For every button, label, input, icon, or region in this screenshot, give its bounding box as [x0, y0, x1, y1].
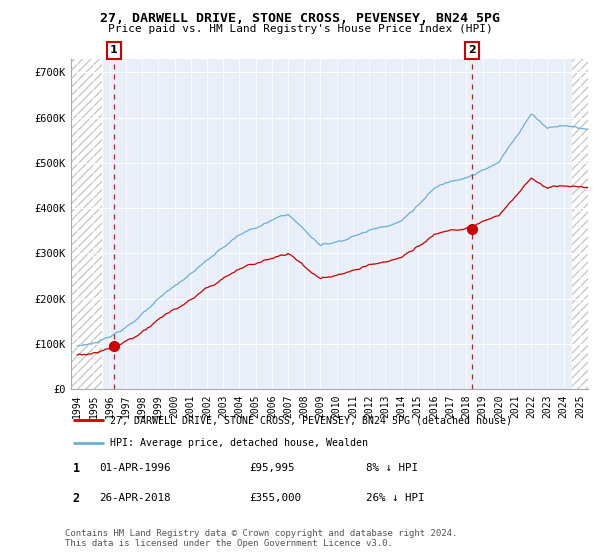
Text: 2: 2	[468, 45, 475, 55]
Text: 26% ↓ HPI: 26% ↓ HPI	[366, 493, 425, 503]
Text: £355,000: £355,000	[249, 493, 301, 503]
Text: 27, DARWELL DRIVE, STONE CROSS, PEVENSEY, BN24 5PG: 27, DARWELL DRIVE, STONE CROSS, PEVENSEY…	[100, 12, 500, 25]
Bar	[71, 59, 101, 389]
Bar	[572, 59, 588, 389]
Bar	[71, 59, 101, 389]
Text: £95,995: £95,995	[249, 463, 295, 473]
Text: 1: 1	[73, 461, 80, 474]
Text: HPI: Average price, detached house, Wealden: HPI: Average price, detached house, Weal…	[110, 438, 368, 448]
Text: 8% ↓ HPI: 8% ↓ HPI	[366, 463, 418, 473]
Text: Contains HM Land Registry data © Crown copyright and database right 2024.
This d: Contains HM Land Registry data © Crown c…	[65, 529, 457, 548]
Text: Price paid vs. HM Land Registry's House Price Index (HPI): Price paid vs. HM Land Registry's House …	[107, 24, 493, 34]
Text: 01-APR-1996: 01-APR-1996	[99, 463, 170, 473]
Text: 1: 1	[110, 45, 118, 55]
Bar	[572, 59, 588, 389]
Text: 2: 2	[73, 492, 80, 505]
Text: 26-APR-2018: 26-APR-2018	[99, 493, 170, 503]
Text: 27, DARWELL DRIVE, STONE CROSS, PEVENSEY, BN24 5PG (detached house): 27, DARWELL DRIVE, STONE CROSS, PEVENSEY…	[110, 415, 512, 425]
